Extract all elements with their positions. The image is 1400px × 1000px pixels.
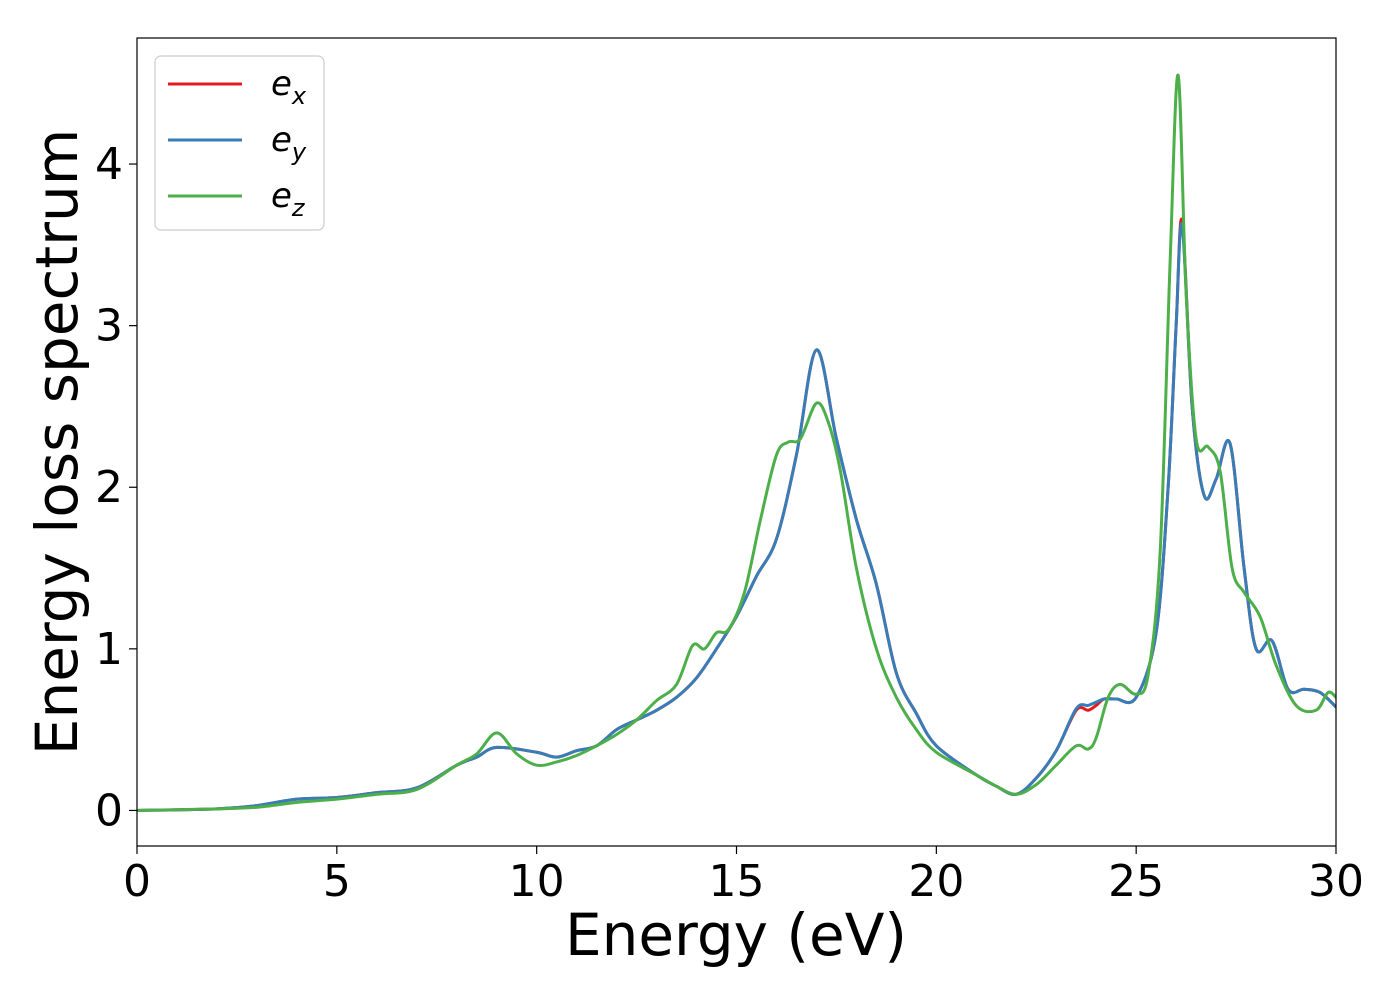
legend-label-y: ey xyxy=(271,120,307,166)
x-tick-label: 10 xyxy=(509,856,565,907)
legend-box xyxy=(154,55,325,231)
y-tick-label: 0 xyxy=(95,785,123,836)
series-line-y xyxy=(137,222,1336,812)
legend-subscript: z xyxy=(291,194,306,222)
x-tick-label: 20 xyxy=(908,856,964,907)
y-axis-ticks: 0 1 2 3 4 xyxy=(95,139,137,836)
x-axis-title: Energy (eV) xyxy=(565,901,907,969)
x-axis-ticks: 0 5 10 15 20 25 30 xyxy=(123,846,1364,907)
legend-label-x: ex xyxy=(271,64,307,110)
y-axis-title: Energy loss spectrum xyxy=(23,129,91,755)
legend-subscript: x xyxy=(291,82,307,110)
y-tick-label: 2 xyxy=(95,462,123,513)
x-tick-label: 15 xyxy=(709,856,765,907)
series-line-z xyxy=(137,73,1336,812)
x-tick-label: 30 xyxy=(1308,856,1364,907)
series-layer xyxy=(137,73,1336,812)
y-tick-label: 3 xyxy=(95,301,123,352)
series-line-x xyxy=(137,217,1336,812)
y-tick-label: 1 xyxy=(95,624,123,675)
y-tick-label: 4 xyxy=(95,139,123,190)
x-tick-label: 5 xyxy=(323,856,351,907)
legend-subscript: y xyxy=(291,138,307,166)
x-tick-label: 25 xyxy=(1108,856,1164,907)
x-tick-label: 0 xyxy=(123,856,151,907)
